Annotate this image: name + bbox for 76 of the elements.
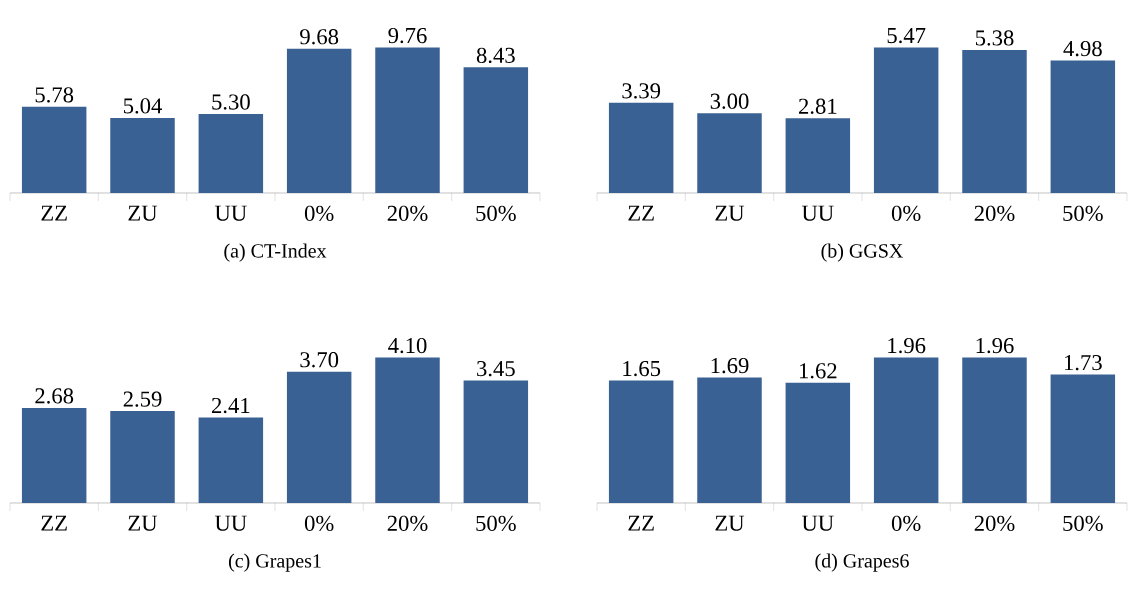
data-label: 9.68 [300,29,339,45]
x-tick-label: 0% [891,205,921,222]
x-tick-label: 50% [1063,205,1103,222]
x-tick-label: UU [214,205,247,221]
data-label: 1.96 [888,337,926,354]
data-label: 2.81 [799,98,837,114]
data-label: 2.68 [35,388,74,404]
data-label: 5.04 [123,98,162,114]
text: (c) Grapes1 [228,553,321,572]
data-label: 3.70 [300,352,339,368]
x-tick-label: 0% [304,515,334,532]
text: (d) Grapes6 [815,553,909,572]
data-label: 4.98 [1063,40,1102,57]
bar [110,117,175,193]
x-tick-label: 20% [974,205,1015,222]
data-label: 3.39 [622,83,661,99]
bar [463,380,529,503]
bar [697,377,762,503]
x-tick-label: 20% [387,205,428,222]
data-label: 3.45 [477,361,515,377]
data-label: 4.10 [388,337,427,354]
x-tick-label: 50% [476,515,516,532]
text: (a) CT-Index [224,243,327,262]
x-tick-label: UU [801,515,834,531]
data-label: 9.76 [388,27,427,44]
x-tick-label: ZZ [41,515,67,531]
bar [198,417,264,503]
bar [375,357,440,503]
data-label: 5.38 [975,30,1014,46]
bar [608,380,674,503]
bar [785,382,851,503]
bar [375,47,440,193]
data-label: 2.59 [123,391,162,407]
bar [286,371,352,503]
x-tick-label: 50% [476,205,516,222]
x-tick-label: 50% [1063,515,1103,532]
x-tick-label: ZU [128,205,158,221]
data-label: 3.00 [710,93,749,109]
data-label: 5.78 [35,87,74,103]
x-tick-label: UU [214,515,247,531]
data-label: 1.69 [711,357,749,374]
data-label: 1.62 [799,363,837,379]
bar [962,357,1027,503]
x-tick-label: ZZ [628,515,654,531]
bar [110,411,175,503]
data-label: 5.47 [887,28,926,44]
bar [873,357,939,503]
bar [608,102,674,193]
text: (b) GGSX [821,243,903,262]
data-label: 8.43 [476,47,515,64]
bar [463,67,529,193]
bar [21,407,87,503]
x-tick-label: ZU [715,515,745,531]
bar [198,114,264,193]
x-tick-label: ZU [128,515,158,531]
data-label: 1.73 [1064,355,1102,371]
x-tick-label: ZZ [628,205,654,221]
data-label: 2.41 [212,397,250,414]
bar [1050,374,1116,503]
bar [286,48,352,193]
x-tick-label: 0% [891,515,921,532]
x-tick-label: UU [801,205,834,221]
x-tick-label: ZU [715,205,745,221]
bar [21,106,87,193]
x-tick-label: 20% [387,515,428,532]
bar [873,47,939,193]
data-label: 5.30 [212,94,250,110]
bar [962,49,1027,193]
bar [1050,60,1116,193]
data-label: 1.65 [623,360,661,377]
x-tick-label: 20% [974,515,1015,532]
data-label: 1.96 [976,337,1014,354]
x-tick-label: ZZ [41,205,67,221]
x-tick-label: 0% [304,205,334,222]
bar [785,118,851,193]
bar [697,113,762,193]
